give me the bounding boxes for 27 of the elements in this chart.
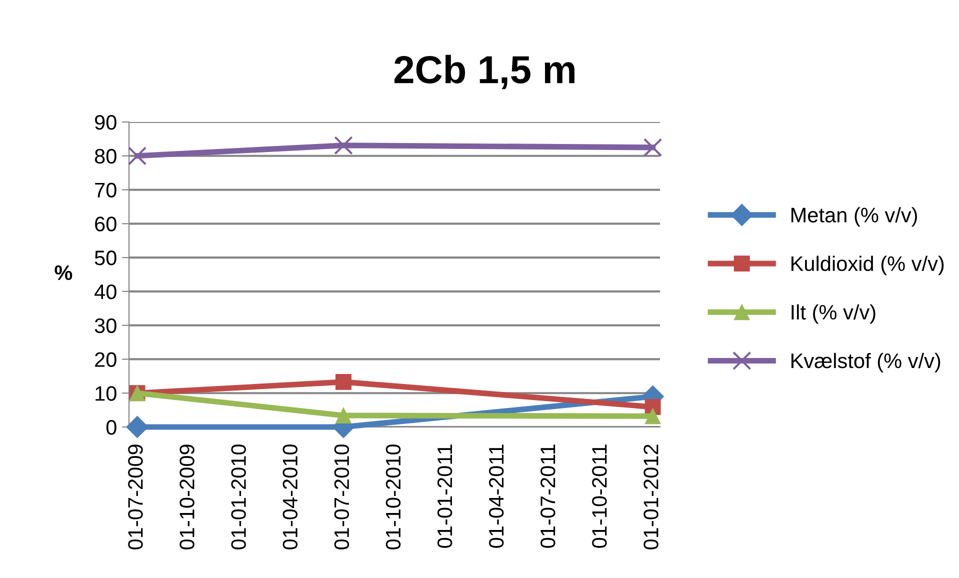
x-tick-label: 01-10-2010 [386, 444, 401, 550]
x-tick-label: 01-10-2009 [180, 444, 194, 550]
y-tick-label: 70 [95, 182, 116, 198]
y-tick-label: 60 [95, 216, 116, 232]
y-tick-label: 10 [96, 386, 116, 401]
x-tick-label: 01-04-2011 [488, 444, 504, 548]
x-tick-label: 01-07-2009 [128, 444, 143, 550]
x-tick-label: 01-01-2012 [644, 444, 658, 550]
y-tick-label: 90 [95, 115, 116, 130]
chart-title: 2Cb 1,5 m [394, 54, 574, 90]
legend-label: Metan (% v/v) [791, 207, 917, 227]
x-tick-label: 01-01-2011 [437, 444, 452, 548]
legend-label: Kuldioxid (% v/v) [791, 256, 944, 276]
legend-label: Ilt (% v/v) [792, 304, 876, 324]
x-tick-label: 01-10-2011 [592, 444, 607, 548]
legend-label: Kvælstof (% v/v) [791, 352, 940, 372]
y-tick-label: 80 [94, 148, 116, 164]
y-tick-label: 50 [94, 250, 116, 266]
y-axis-title: % [54, 265, 72, 280]
x-tick-label: 01-01-2010 [231, 444, 246, 550]
x-tick-label: 01-07-2010 [334, 444, 350, 550]
y-tick-label: 20 [95, 352, 116, 367]
x-tick-label: 01-07-2011 [540, 444, 556, 548]
y-tick-label: 40 [94, 284, 116, 300]
y-tick-label: 30 [94, 318, 116, 334]
y-tick-label: 0 [106, 420, 116, 435]
x-tick-label: 01-04-2010 [282, 444, 298, 550]
